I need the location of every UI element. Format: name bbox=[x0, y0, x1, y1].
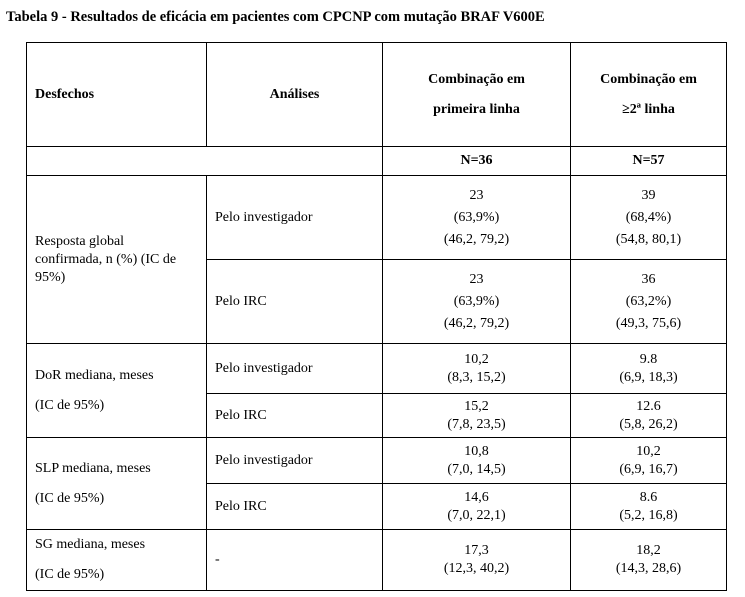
outcome-cell: SG mediana, meses (IC de 95%) bbox=[26, 529, 207, 591]
value-line: (5,8, 26,2) bbox=[619, 416, 678, 432]
outcome-line: DoR mediana, meses bbox=[35, 367, 154, 383]
value-line: 39 bbox=[641, 187, 656, 203]
header-analises: Análises bbox=[206, 42, 383, 147]
n-first-line: N=36 bbox=[382, 146, 571, 176]
value-line: 15,2 bbox=[464, 398, 489, 414]
table-body: Resposta global confirmada, n (%) (IC de 9… bbox=[26, 175, 727, 591]
header-first-line-l2: primeira linha bbox=[433, 101, 520, 117]
table-row: Pelo IRC 23 (63,9%) (46,2, 79,2) 36 (63,2%) (4… bbox=[27, 259, 727, 344]
outcome-cell: Resposta global confirmada, n (%) (IC de 9… bbox=[26, 175, 207, 344]
value-line: 14,6 bbox=[464, 489, 489, 505]
n-second-line: N=57 bbox=[570, 146, 727, 176]
second-line-value-cell: 8.6 (5,2, 16,8) bbox=[570, 483, 727, 530]
outcome-line: SG mediana, meses bbox=[35, 537, 146, 552]
analysis-cell: Pelo IRC bbox=[206, 259, 383, 344]
value-line: 18,2 bbox=[636, 543, 661, 558]
first-line-value-cell: 23 (63,9%) (46,2, 79,2) bbox=[382, 259, 571, 344]
first-line-value-cell: 17,3 (12,3, 40,2) bbox=[382, 529, 571, 591]
second-line-value-cell: 36 (63,2%) (49,3, 75,6) bbox=[570, 259, 727, 344]
header-desfechos: Desfechos bbox=[26, 42, 207, 147]
second-line-value-cell: 12.6 (5,8, 26,2) bbox=[570, 393, 727, 438]
first-line-value-cell: 15,2 (7,8, 23,5) bbox=[382, 393, 571, 438]
value-line: 10,2 bbox=[636, 443, 661, 459]
outcome-cell: DoR mediana, meses (IC de 95%) bbox=[26, 343, 207, 438]
first-line-value-cell: 14,6 (7,0, 22,1) bbox=[382, 483, 571, 530]
n-row-spacer bbox=[26, 146, 383, 176]
value-line: (7,0, 14,5) bbox=[447, 461, 506, 477]
table-row: SLP mediana, meses (IC de 95%) Pelo invest… bbox=[26, 437, 727, 530]
first-line-value-cell: 23 (63,9%) (46,2, 79,2) bbox=[382, 175, 571, 260]
analysis-cell: Pelo investigador bbox=[206, 175, 383, 260]
outcome-line: Resposta global bbox=[35, 233, 125, 249]
outcome-line: confirmada, n (%) (IC de bbox=[35, 251, 177, 267]
value-line: (54,8, 80,1) bbox=[615, 231, 682, 247]
outcome-line: (IC de 95%) bbox=[35, 397, 105, 413]
value-line: (63,9%) bbox=[453, 293, 500, 309]
analysis-cell: Pelo IRC bbox=[206, 393, 383, 438]
value-line: 23 bbox=[469, 187, 484, 203]
value-line: (68,4%) bbox=[625, 209, 672, 225]
table-row: DoR mediana, meses (IC de 95%) Pelo invest… bbox=[26, 343, 727, 438]
value-line: (5,2, 16,8) bbox=[619, 507, 678, 523]
value-line: 36 bbox=[641, 271, 656, 287]
value-line: (8,3, 15,2) bbox=[447, 369, 506, 385]
value-line: (6,9, 18,3) bbox=[619, 369, 678, 385]
analysis-cell: - bbox=[206, 529, 383, 591]
outcome-line: 95%) bbox=[35, 269, 66, 285]
value-line: (63,2%) bbox=[625, 293, 672, 309]
outcome-line: (IC de 95%) bbox=[35, 490, 105, 506]
value-line: (49,3, 75,6) bbox=[615, 315, 682, 331]
analysis-cell: Pelo investigador bbox=[206, 343, 383, 394]
efficacy-table: Desfechos Análises Combinação em primeir… bbox=[26, 42, 727, 591]
header-second-line-l1: Combinação em bbox=[600, 71, 697, 87]
second-line-value-cell: 39 (68,4%) (54,8, 80,1) bbox=[570, 175, 727, 260]
second-line-value-cell: 9.8 (6,9, 18,3) bbox=[570, 343, 727, 394]
analysis-cell: Pelo investigador bbox=[206, 437, 383, 484]
header-second-line: Combinação em ≥2ª linha bbox=[570, 42, 727, 147]
value-line: 9.8 bbox=[639, 351, 658, 367]
second-line-value-cell: 10,2 (6,9, 16,7) bbox=[570, 437, 727, 484]
value-line: 10,2 bbox=[464, 351, 489, 367]
value-line: 12.6 bbox=[636, 398, 661, 414]
table-caption: Tabela 9 - Resultados de eficácia em pac… bbox=[6, 9, 545, 25]
value-line: 10,8 bbox=[464, 443, 489, 459]
header-first-line: Combinação em primeira linha bbox=[382, 42, 571, 147]
header-first-line-l1: Combinação em bbox=[428, 71, 525, 87]
table-row: SG mediana, meses (IC de 95%) - 17,3 (12,3, … bbox=[26, 529, 727, 591]
value-line: 8.6 bbox=[639, 489, 658, 505]
analysis-cell: Pelo IRC bbox=[206, 483, 383, 530]
header-row: Desfechos Análises Combinação em primeir… bbox=[26, 42, 727, 147]
second-line-value-cell: 18,2 (14,3, 28,6) bbox=[570, 529, 727, 591]
value-line: (63,9%) bbox=[453, 209, 500, 225]
table-row: Pelo IRC 15,2 (7,8, 23,5) 12.6 (5,8, 26,2) bbox=[27, 393, 727, 438]
value-line: (6,9, 16,7) bbox=[619, 461, 678, 477]
value-line: (12,3, 40,2) bbox=[443, 561, 510, 576]
value-line: (46,2, 79,2) bbox=[443, 315, 510, 331]
first-line-value-cell: 10,2 (8,3, 15,2) bbox=[382, 343, 571, 394]
table-row: Resposta global confirmada, n (%) (IC de 9… bbox=[26, 175, 727, 344]
value-line: 23 bbox=[469, 271, 484, 287]
value-line: (14,3, 28,6) bbox=[615, 561, 682, 576]
first-line-value-cell: 10,8 (7,0, 14,5) bbox=[382, 437, 571, 484]
header-second-line-l2: ≥2ª linha bbox=[622, 101, 675, 117]
value-line: (46,2, 79,2) bbox=[443, 231, 510, 247]
n-row: N=36 N=57 bbox=[26, 146, 727, 176]
value-line: 17,3 bbox=[464, 543, 489, 558]
value-line: (7,8, 23,5) bbox=[447, 416, 506, 432]
outcome-line: (IC de 95%) bbox=[35, 567, 105, 582]
outcome-line: SLP mediana, meses bbox=[35, 460, 151, 476]
value-line: (7,0, 22,1) bbox=[447, 507, 506, 523]
outcome-cell: SLP mediana, meses (IC de 95%) bbox=[26, 437, 207, 530]
